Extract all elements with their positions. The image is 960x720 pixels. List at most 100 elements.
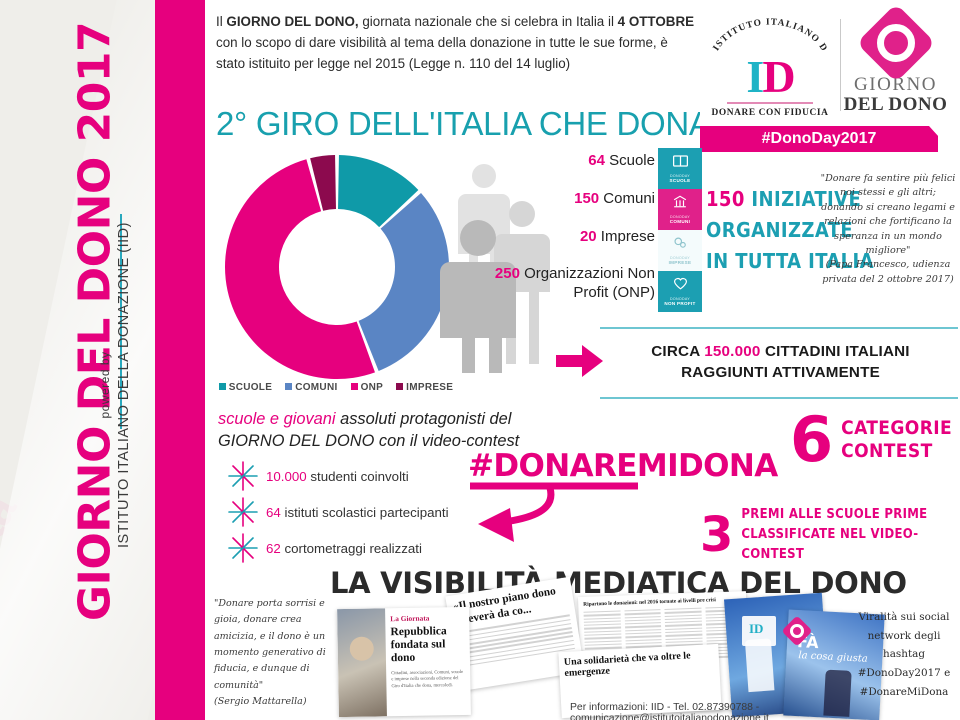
section-title-giro: 2° GIRO DELL'ITALIA CHE DONA: [216, 105, 711, 142]
citizens-prefix: CIRCA: [651, 343, 705, 360]
gears-icon: [673, 236, 687, 254]
intro-part-2: giornata nazionale che si celebra in Ita…: [358, 14, 618, 29]
bullet-item: 64 istituti scolastici partecipanti: [226, 494, 526, 530]
badge-label: SCUOLE: [669, 178, 691, 183]
iid-logo: ISTITUTO ITALIANO DONAZIONE ID DONARE CO…: [700, 5, 840, 118]
initiatives-line-3: IN TUTTA ITALIA: [706, 249, 874, 273]
donut-chart-svg: [225, 155, 449, 379]
gdd-line-2: DEL DONO: [843, 94, 948, 115]
categories-label-2: CONTEST: [841, 440, 933, 463]
banner-divider-line: [120, 214, 122, 429]
intro-bold-2: 4 OTTOBRE: [617, 14, 695, 29]
stage-iid-logo-icon: [742, 616, 776, 646]
star-burst-icon: [226, 531, 260, 565]
badge-scuole: DONODAY SCUOLE: [658, 148, 702, 189]
bullet-item: 62 cortometraggi realizzati: [226, 530, 526, 566]
star-burst-icon: [226, 495, 260, 529]
legend-swatch: [218, 383, 226, 390]
badge-kicker: DONODAY: [669, 297, 690, 301]
clipping-photo: [337, 608, 387, 718]
bullet-label: studenti coinvolti: [306, 468, 409, 484]
iid-letter-i: I: [746, 51, 764, 103]
people-silhouettes: [440, 158, 570, 416]
badge-label: NON PROFIT: [664, 301, 696, 306]
statistic-label: Comuni: [599, 189, 655, 207]
prizes-number: 3: [700, 506, 734, 563]
statistic-label: Imprese: [596, 227, 655, 245]
clipping-repubblica-headline: Repubblica fondata sul dono: [390, 625, 447, 664]
quote-pope-text: "Donare fa sentire più felici noi stessi…: [820, 173, 956, 256]
heart-icon: [673, 277, 688, 295]
citizens-number: 150.000: [704, 343, 761, 360]
contest-prizes: 3 PREMI ALLE SCUOLE PRIME CLASSIFICATE N…: [700, 505, 960, 565]
clipping-ripartono-headline: Ripartono le donazioni: nel 2016 tornate…: [583, 597, 717, 608]
building-icon: [673, 195, 687, 213]
hashtag-banner: #DonoDay2017: [700, 126, 939, 152]
clipping-repubblica-body: Cittadini, associazioni, Comuni, scuole …: [391, 668, 464, 689]
book-icon: [672, 154, 688, 172]
legend-label: COMUNI: [295, 382, 338, 393]
quote-pope: "Donare fa sentire più felici noi stessi…: [818, 172, 958, 287]
bullet-label: istituti scolastici partecipanti: [280, 504, 449, 520]
legend-label: ONP: [360, 382, 384, 393]
intro-bold-1: GIORNO DEL DONO,: [226, 14, 359, 29]
badge-kicker: DONODAY: [669, 174, 690, 178]
iid-rule: [727, 101, 813, 104]
bullet-text: 62 cortometraggi realizzati: [266, 541, 422, 556]
intro-part-3: con lo scopo di dare visibilità al tema …: [216, 34, 668, 71]
citizens-rule-bottom: [600, 397, 958, 399]
legend-item-imprese: IMPRESE: [396, 382, 453, 393]
quote-mattarella-author: (Sergio Mattarella): [214, 695, 307, 707]
badge-label: IMPRESE: [668, 260, 692, 265]
legend-swatch: [396, 383, 404, 390]
footer-contact: Per informazioni: IID - Tel. 02.87390788…: [570, 702, 769, 720]
legend-label: IMPRESE: [406, 382, 454, 393]
prizes-label-2: CLASSIFICATE NEL VIDEO-CONTEST: [741, 527, 919, 563]
statistic-label: Organizzazioni Non Profit (ONP): [519, 265, 655, 301]
badge-non-profit: DONODAY NON PROFIT: [658, 271, 702, 312]
bullet-label: cortometraggi realizzati: [280, 540, 422, 556]
intro-part-1: Il: [216, 14, 227, 29]
iid-letter-d: D: [762, 51, 795, 103]
legend-swatch: [350, 383, 358, 390]
virality-text: Viralità sui social network degli hashta…: [857, 611, 951, 698]
legend-label: SCUOLE: [228, 382, 273, 393]
bullet-number: 62: [266, 540, 281, 556]
badge-imprese: DONODAY IMPRESE: [658, 230, 702, 271]
statistic-number: 150: [574, 189, 600, 207]
categories-number: 6: [790, 403, 834, 476]
citizens-rule-top: [600, 327, 958, 329]
donut-chart: [222, 152, 452, 382]
schools-lead-rest: assoluti protagonisti del: [335, 410, 512, 428]
clipping-solidarieta-headline: Una solidarietà che va oltre le emergenz…: [563, 650, 691, 679]
people-icon: [440, 164, 550, 416]
initiatives-block: 150 INIZIATIVE ORGANIZZATE IN TUTTA ITAL…: [706, 184, 874, 277]
citizens-reached: CIRCA 150.000 CITTADINI ITALIANI RAGGIUN…: [608, 342, 953, 383]
badge-comuni: DONODAY COMUNI: [658, 189, 702, 230]
clipping-repubblica-kicker: La Giornata: [390, 613, 430, 624]
donut-slice-imprese: [310, 155, 336, 211]
schools-lead-line-2: GIORNO DEL DONO con il video-contest: [218, 432, 520, 451]
citizens-suffix: CITTADINI ITALIANI: [760, 343, 910, 360]
donut-slice-comuni: [358, 192, 449, 371]
arrow-right-icon: [556, 344, 604, 378]
diamond-flower-icon: [855, 3, 936, 83]
citizens-line-2: RAGGIUNTI ATTIVAMENTE: [681, 363, 880, 381]
powered-by-label: powered by: [98, 351, 112, 419]
badge-kicker: DONODAY: [669, 215, 690, 219]
statistic-row: 250 Organizzazioni Non Profit (ONP): [470, 265, 655, 303]
bullet-number: 64: [266, 504, 281, 520]
statistic-number: 250: [494, 265, 520, 283]
iid-tagline: DONARE CON FIDUCIA: [711, 107, 829, 118]
quote-mattarella: "Donare porta sorrisi e gioia, donare cr…: [214, 596, 334, 710]
initiatives-word: INIZIATIVE: [744, 187, 862, 211]
prizes-label-1: PREMI ALLE SCUOLE PRIME: [741, 507, 928, 522]
pink-accent-strip: [155, 0, 205, 720]
star-burst-icon: [226, 459, 260, 493]
schools-lead-pink: scuole e giovani: [218, 410, 336, 428]
donut-slice-onp: [225, 159, 375, 379]
bullet-text: 64 istituti scolastici partecipanti: [266, 505, 449, 520]
schools-lead-text: scuole e giovani assoluti protagonisti d…: [218, 408, 538, 452]
svg-text:ISTITUTO ITALIANO DONAZIONE: ISTITUTO ITALIANO DONAZIONE: [707, 12, 829, 54]
